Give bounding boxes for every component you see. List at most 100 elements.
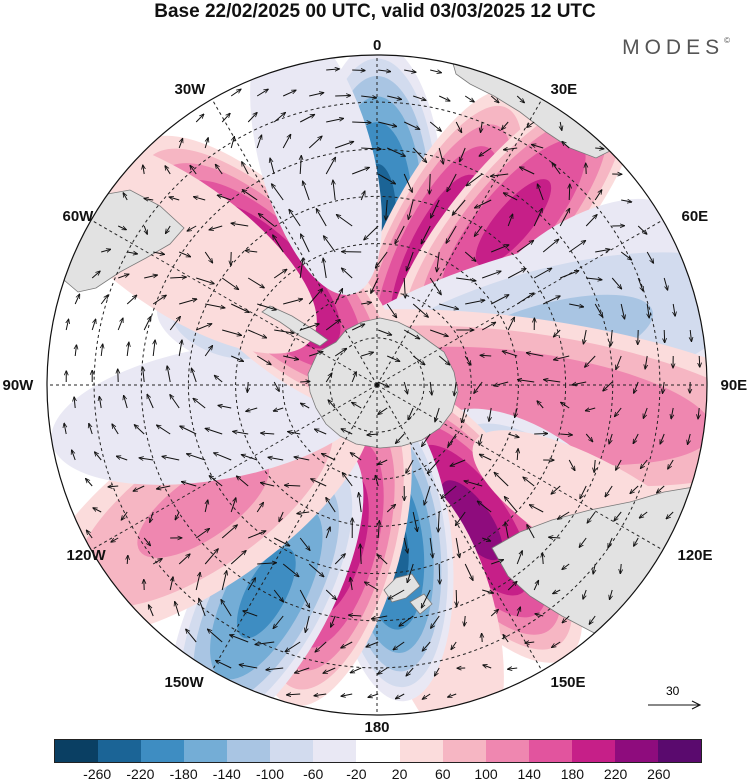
wind-arrow	[74, 294, 79, 305]
wind-arrow	[447, 173, 457, 192]
wind-arrow	[595, 148, 604, 149]
wind-arrow	[272, 184, 284, 201]
wind-arrow	[464, 95, 474, 102]
wind-arrow	[231, 251, 232, 265]
wind-arrow	[143, 316, 151, 331]
wind-arrow	[248, 329, 266, 338]
wind-arrow	[404, 277, 405, 298]
wind-arrow	[175, 602, 180, 617]
wind-arrow	[152, 559, 162, 565]
meridian-line	[376, 98, 543, 386]
colorbar-swatch	[55, 740, 99, 762]
wind-arrow	[255, 641, 275, 645]
wind-arrow	[438, 147, 443, 164]
wind-arrow	[273, 381, 279, 391]
wind-arrow	[479, 454, 492, 461]
wind-arrow	[360, 544, 361, 565]
wind-arrow	[367, 434, 379, 435]
longitude-label: 90E	[720, 376, 748, 394]
wind-arrow	[205, 138, 208, 149]
wind-arrow	[242, 162, 249, 175]
wind-arrow	[551, 485, 561, 494]
wind-arrow	[166, 225, 171, 234]
reference-vector-value: 30	[666, 684, 680, 698]
wind-arrow	[300, 324, 319, 331]
longitude-label: 30E	[550, 80, 578, 98]
wind-arrow	[609, 433, 613, 444]
wind-arrow	[326, 69, 339, 70]
wind-arrow	[586, 278, 602, 280]
wind-arrow	[336, 215, 353, 227]
wind-arrow	[64, 423, 66, 435]
wind-arrow	[231, 223, 249, 227]
wind-arrow	[299, 115, 314, 123]
wind-arrow	[482, 589, 493, 593]
wind-arrow	[505, 522, 509, 539]
wind-arrow	[503, 148, 518, 150]
colorbar-swatch	[399, 740, 443, 762]
wind-arrow	[647, 303, 649, 318]
wind-arrow	[594, 303, 603, 317]
wind-arrow	[587, 511, 596, 523]
wind-arrow	[427, 459, 440, 473]
wind-arrow	[424, 485, 431, 505]
wind-arrow	[221, 525, 237, 539]
wind-arrow	[247, 578, 255, 591]
wind-arrow	[273, 269, 287, 279]
wind-arrow	[139, 458, 154, 460]
wind-arrow	[118, 369, 119, 383]
wind-arrow	[352, 167, 369, 175]
wind-arrow	[620, 563, 621, 574]
wind-arrow	[569, 184, 570, 201]
wind-arrow	[515, 407, 518, 418]
longitude-label: 60E	[681, 207, 709, 225]
wind-arrow	[422, 641, 431, 651]
wind-arrow	[375, 251, 388, 268]
reference-vector: 30	[644, 684, 704, 714]
wind-arrow	[170, 277, 186, 278]
anomaly-band	[236, 547, 296, 639]
wind-arrow	[178, 138, 182, 149]
wind-arrow	[75, 345, 76, 357]
wind-arrow	[361, 352, 373, 357]
colorbar-swatch	[98, 740, 142, 762]
wind-arrow	[562, 615, 570, 623]
wind-arrow	[299, 589, 309, 608]
wind-arrow	[325, 589, 336, 600]
colorbar-tick-label: 100	[474, 766, 498, 782]
wind-arrow	[169, 197, 180, 200]
wind-arrow	[503, 193, 518, 201]
wind-arrow	[116, 456, 128, 461]
wind-arrow	[639, 511, 648, 518]
wind-arrow	[699, 355, 700, 367]
wind-arrow	[387, 355, 400, 361]
wind-arrow	[209, 476, 223, 487]
wind-arrow	[464, 355, 471, 365]
wind-arrow	[179, 251, 190, 257]
wind-arrow	[273, 537, 290, 546]
wind-arrow	[386, 303, 396, 318]
wind-arrow	[334, 289, 342, 305]
wind-arrow	[308, 136, 322, 149]
wind-arrow	[325, 157, 335, 175]
wind-arrow	[243, 611, 258, 617]
wind-arrow	[412, 355, 425, 365]
wind-arrow	[299, 258, 303, 279]
wind-arrow	[422, 433, 431, 446]
wind-arrow	[335, 142, 354, 149]
wind-arrow	[216, 660, 232, 669]
wind-arrow	[214, 453, 232, 461]
wind-arrow	[178, 340, 182, 357]
wind-arrow	[439, 563, 440, 584]
wind-arrow	[554, 329, 561, 337]
wind-arrow	[308, 563, 324, 577]
wind-arrow	[534, 434, 547, 435]
wind-arrow	[413, 95, 426, 100]
wind-arrow	[475, 199, 492, 208]
wind-arrow	[316, 209, 327, 227]
wind-arrow	[178, 554, 190, 565]
meridian-line	[90, 384, 378, 551]
colorbar-tick-label: 260	[647, 766, 671, 782]
wind-arrow	[474, 381, 483, 393]
wind-arrow	[204, 549, 218, 565]
